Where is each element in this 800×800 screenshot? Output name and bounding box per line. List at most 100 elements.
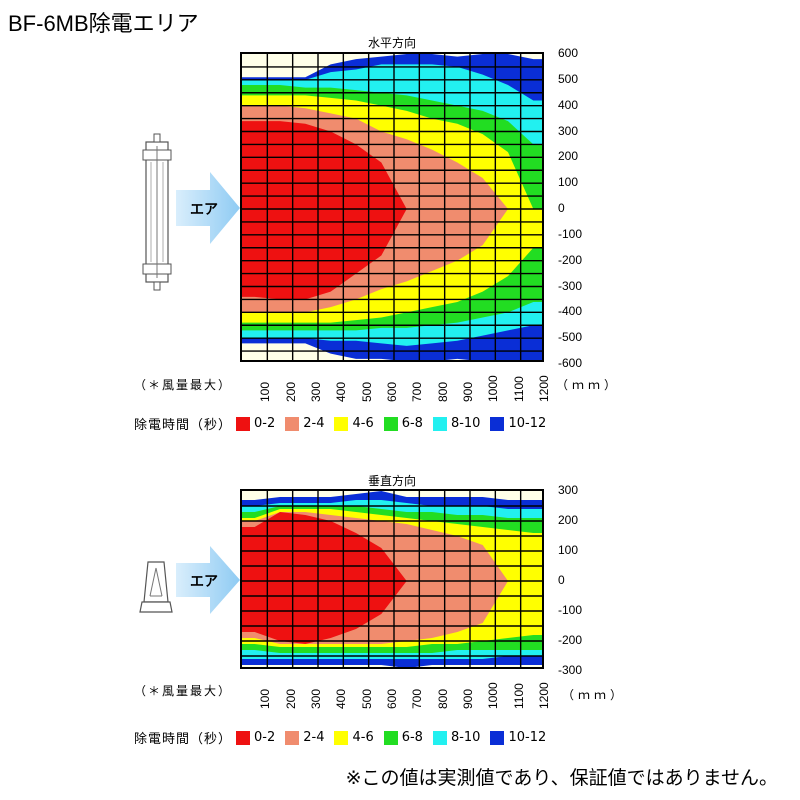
chart-1-legend: 除電時間（秒） 0-2 2-4 4-6 6-8 8-10 10-12 (134, 414, 556, 433)
x-tick-label: 200 (283, 381, 298, 402)
legend-item: 2-4 (285, 416, 324, 431)
chart-1-svg (242, 54, 542, 360)
legend-item: 0-2 (236, 730, 275, 745)
page-title: BF-6MB除電エリア (8, 11, 199, 36)
legend-item: 6-8 (383, 416, 423, 431)
legend-label: 8-10 (450, 730, 481, 745)
y-tick-label: 300 (558, 123, 579, 138)
chart-1-title: 水平方向 (367, 36, 416, 50)
y-tick-label: 100 (558, 543, 579, 557)
y-tick-label: -200 (558, 252, 583, 267)
chart-2-title: 垂直方向 (367, 474, 416, 488)
x-tick-label: 1200 (537, 682, 551, 709)
device-horizontal-icon (142, 133, 172, 291)
legend-title: 除電時間（秒） (134, 418, 233, 433)
y-tick-label: -100 (558, 226, 583, 241)
legend-swatch (236, 730, 251, 745)
legend-item: 4-6 (334, 416, 374, 431)
y-tick-label: -300 (558, 663, 583, 677)
legend-swatch (432, 730, 447, 745)
chart-2-legend: 除電時間（秒） 0-2 2-4 4-6 6-8 8-10 10-12 (134, 728, 556, 747)
x-tick-label: 1200 (537, 375, 551, 402)
y-tick-label: 100 (558, 175, 579, 190)
x-tick-label: 800 (435, 381, 450, 402)
legend-item: 4-6 (334, 730, 374, 745)
chart-2-svg (242, 491, 542, 667)
y-tick-label: 300 (558, 483, 579, 497)
legend-item: 0-2 (236, 416, 275, 431)
y-tick-label: 200 (558, 513, 579, 527)
legend-label: 0-2 (254, 416, 276, 431)
y-tick-label: 0 (558, 201, 565, 215)
y-tick-label: 400 (558, 97, 579, 112)
legend-label: 4-6 (352, 416, 374, 431)
x-tick-label: 500 (359, 688, 374, 709)
legend-swatch (383, 416, 398, 431)
chart-2-plot (240, 489, 544, 669)
band-0-2 (242, 121, 542, 300)
legend-label: 2-4 (303, 416, 325, 431)
legend-item: 8-10 (432, 730, 481, 745)
y-tick-label: -600 (558, 356, 583, 370)
x-tick-label: 700 (410, 688, 425, 709)
x-tick-label: 200 (283, 688, 298, 709)
legend-label: 10-12 (508, 730, 547, 745)
legend-swatch (334, 416, 349, 431)
y-tick-label: 600 (558, 46, 579, 60)
chart-1-x-unit: （ｍｍ） (556, 378, 621, 392)
x-tick-label: 300 (309, 381, 323, 402)
legend-swatch (285, 416, 300, 431)
legend-swatch (383, 730, 398, 745)
chart-2-x-unit: （ｍｍ） (562, 688, 627, 702)
legend-swatch (490, 416, 505, 431)
chart-2-note: （＊風量最大） (134, 684, 233, 698)
chart-1-plot (240, 52, 544, 362)
y-tick-label: -300 (558, 278, 583, 293)
legend-label: 2-4 (303, 730, 325, 745)
x-tick-label: 1100 (511, 683, 526, 709)
legend-title: 除電時間（秒） (134, 732, 233, 747)
legend-item: 10-12 (490, 730, 546, 745)
chart-1-note: （＊風量最大） (134, 378, 233, 392)
legend-item: 10-12 (490, 416, 546, 431)
y-tick-label: -400 (558, 304, 583, 319)
legend-label: 4-6 (352, 730, 374, 745)
legend-label: 8-10 (450, 416, 481, 431)
legend-label: 10-12 (508, 416, 547, 431)
x-tick-label: 600 (385, 381, 399, 402)
y-tick-label: 0 (558, 573, 565, 587)
air-arrow-icon (176, 546, 240, 614)
legend-label: 0-2 (254, 730, 276, 745)
x-tick-label: 900 (461, 381, 475, 402)
legend-swatch (432, 416, 447, 431)
x-tick-label: 1000 (486, 682, 501, 709)
y-tick-label: 500 (558, 71, 579, 86)
legend-label: 6-8 (401, 730, 423, 745)
device-vertical-icon (139, 561, 173, 613)
x-tick-label: 600 (385, 688, 399, 709)
y-tick-label: 200 (558, 149, 579, 164)
x-tick-label: 1000 (486, 375, 501, 402)
x-tick-label: 700 (410, 381, 425, 402)
x-tick-label: 300 (309, 688, 323, 709)
legend-swatch (334, 730, 349, 745)
x-tick-label: 400 (334, 688, 349, 709)
legend-swatch (236, 416, 251, 431)
legend-label: 6-8 (401, 416, 423, 431)
legend-item: 8-10 (432, 416, 481, 431)
x-tick-label: 800 (435, 688, 450, 709)
footnote: ※この値は実測値であり、保証値ではありません。 (345, 767, 778, 789)
legend-item: 2-4 (285, 730, 324, 745)
air-label: エア (190, 574, 218, 590)
x-tick-label: 900 (461, 688, 475, 709)
air-arrow-icon (176, 172, 240, 244)
y-tick-label: -500 (558, 330, 583, 345)
y-tick-label: -200 (558, 633, 583, 647)
x-tick-label: 100 (258, 688, 273, 709)
legend-swatch (490, 730, 505, 745)
legend-item: 6-8 (383, 730, 423, 745)
legend-swatch (285, 730, 300, 745)
x-tick-label: 1100 (511, 376, 526, 402)
x-tick-label: 500 (359, 381, 374, 402)
air-label: エア (190, 202, 218, 218)
